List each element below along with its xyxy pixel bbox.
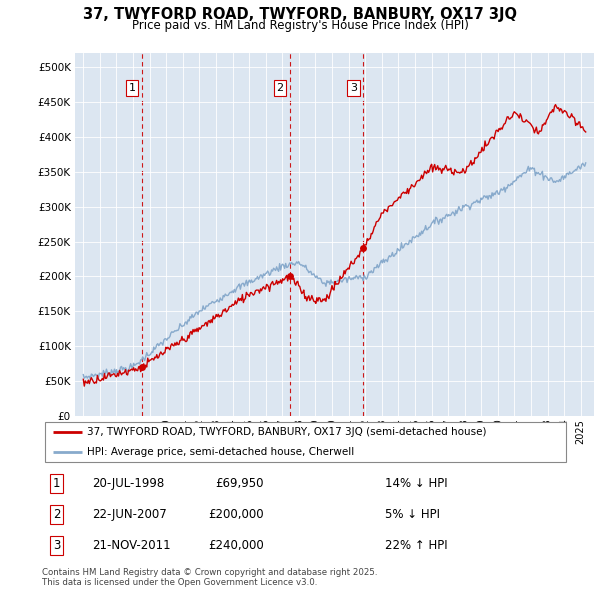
Text: 14% ↓ HPI: 14% ↓ HPI bbox=[385, 477, 448, 490]
Text: 5% ↓ HPI: 5% ↓ HPI bbox=[385, 508, 440, 522]
Text: Contains HM Land Registry data © Crown copyright and database right 2025.
This d: Contains HM Land Registry data © Crown c… bbox=[42, 568, 377, 587]
FancyBboxPatch shape bbox=[44, 422, 566, 462]
Text: 1: 1 bbox=[53, 477, 61, 490]
Text: 21-NOV-2011: 21-NOV-2011 bbox=[92, 539, 171, 552]
Text: 37, TWYFORD ROAD, TWYFORD, BANBURY, OX17 3JQ: 37, TWYFORD ROAD, TWYFORD, BANBURY, OX17… bbox=[83, 7, 517, 22]
Text: 2: 2 bbox=[277, 83, 284, 93]
Text: £69,950: £69,950 bbox=[215, 477, 264, 490]
Text: 3: 3 bbox=[53, 539, 61, 552]
Text: 37, TWYFORD ROAD, TWYFORD, BANBURY, OX17 3JQ (semi-detached house): 37, TWYFORD ROAD, TWYFORD, BANBURY, OX17… bbox=[87, 427, 487, 437]
Text: 20-JUL-1998: 20-JUL-1998 bbox=[92, 477, 164, 490]
Text: 1: 1 bbox=[129, 83, 136, 93]
Text: Price paid vs. HM Land Registry's House Price Index (HPI): Price paid vs. HM Land Registry's House … bbox=[131, 19, 469, 32]
Text: HPI: Average price, semi-detached house, Cherwell: HPI: Average price, semi-detached house,… bbox=[87, 447, 354, 457]
Text: 22% ↑ HPI: 22% ↑ HPI bbox=[385, 539, 448, 552]
Text: £200,000: £200,000 bbox=[208, 508, 264, 522]
Text: £240,000: £240,000 bbox=[208, 539, 264, 552]
Text: 22-JUN-2007: 22-JUN-2007 bbox=[92, 508, 167, 522]
Text: 3: 3 bbox=[350, 83, 357, 93]
Text: 2: 2 bbox=[53, 508, 61, 522]
